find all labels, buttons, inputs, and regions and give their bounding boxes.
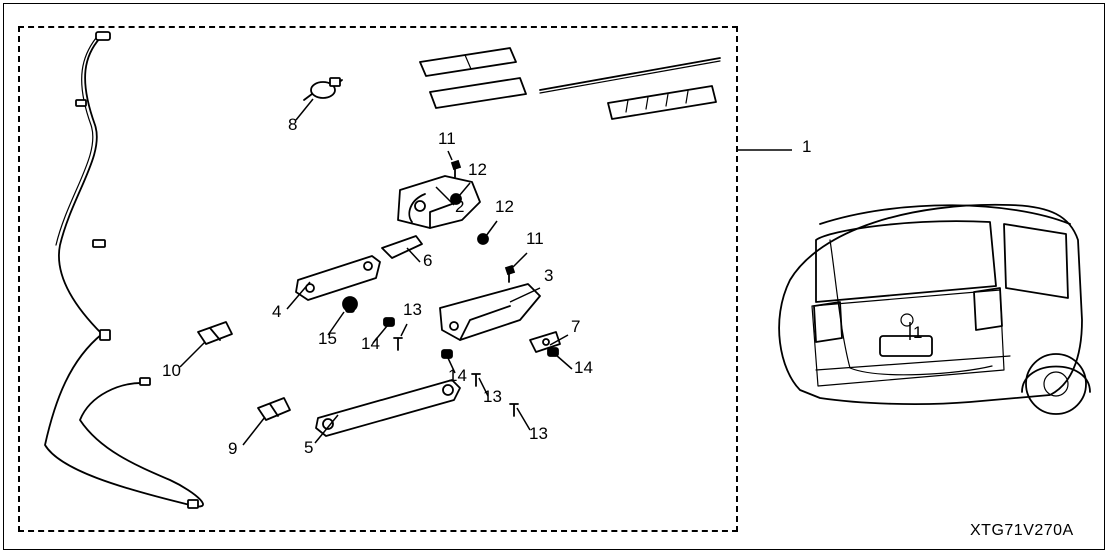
part-3-bracket — [440, 284, 540, 340]
part-9-clip — [258, 398, 290, 420]
diagram-svg — [0, 0, 1108, 553]
part-15-clip — [343, 297, 357, 312]
vehicle-rear — [779, 205, 1090, 414]
callout-9: 9 — [228, 439, 237, 459]
callout-4: 4 — [272, 302, 281, 322]
part-6-lever — [382, 236, 422, 258]
part-2-bracket — [398, 176, 480, 228]
part-5-arm — [316, 380, 460, 436]
callout-13: 13 — [529, 424, 548, 444]
callout-3: 3 — [544, 266, 553, 286]
part-rod — [540, 58, 720, 93]
part-wire-harness — [45, 32, 203, 508]
part-cards — [420, 48, 526, 108]
part-10-clip — [198, 322, 232, 344]
part-code: XTG71V270A — [970, 522, 1074, 540]
callout-14: 14 — [361, 334, 380, 354]
callout-13: 13 — [483, 387, 502, 407]
callout-8: 8 — [288, 115, 297, 135]
callout-12: 12 — [495, 197, 514, 217]
callout-15: 15 — [318, 329, 337, 349]
callout-12: 12 — [468, 160, 487, 180]
callout-1: 1 — [802, 137, 811, 157]
callout-7: 7 — [571, 317, 580, 337]
part-8 — [304, 78, 342, 100]
callout-11: 11 — [438, 129, 456, 149]
callout-10: 10 — [162, 361, 181, 381]
diagram-stage: 1234567891011111212131313141414151 XTG71… — [0, 0, 1108, 553]
callout-5: 5 — [304, 438, 313, 458]
callout-13: 13 — [403, 300, 422, 320]
part-trim-plate — [608, 86, 716, 119]
callout-2: 2 — [455, 197, 464, 217]
callout-1: 1 — [913, 323, 922, 343]
callout-14: 14 — [448, 366, 467, 386]
callout-11: 11 — [526, 229, 544, 249]
callout-14: 14 — [574, 358, 593, 378]
part-4-link — [296, 256, 380, 300]
callout-6: 6 — [423, 251, 432, 271]
